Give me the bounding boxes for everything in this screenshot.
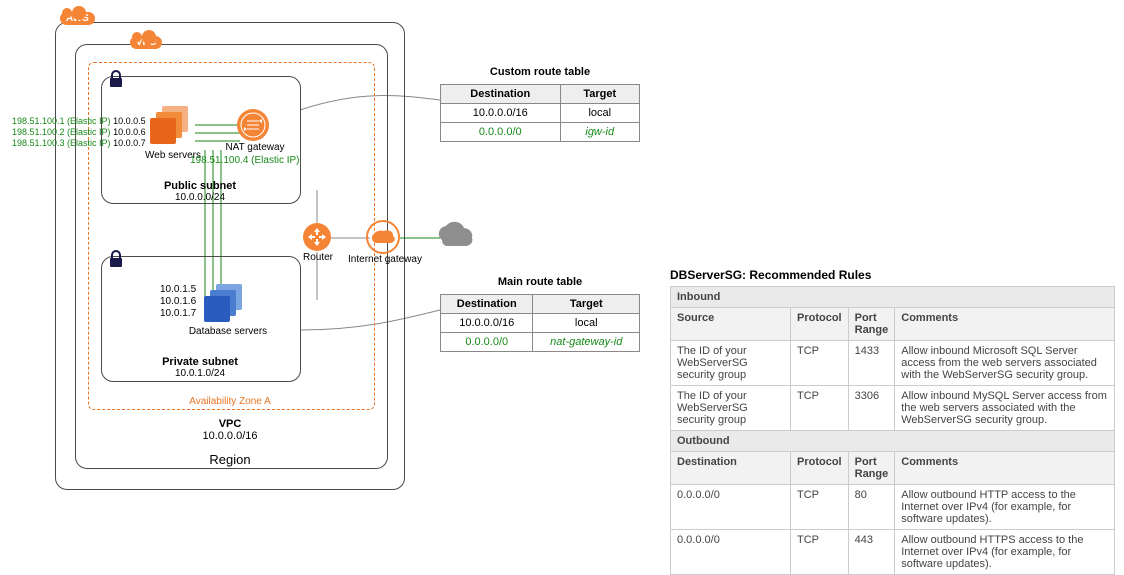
private-subnet-title: Private subnet [140,356,260,368]
vpc-badge: VPC [130,36,163,49]
aws-badge: AWS [60,12,95,25]
main-rt-h0: Destination [441,295,533,314]
eip-2: 198.51.100.3 (Elastic IP) [12,138,111,148]
sg-table: Inbound Source Protocol Port Range Comme… [670,286,1115,575]
sg-out-0-comment: Allow outbound HTTP access to the Intern… [895,485,1115,530]
eip-list: 198.51.100.1 (Elastic IP) 10.0.0.5 198.5… [12,116,146,149]
main-rt-r0-t: local [533,314,640,333]
custom-rt-r1-d: 0.0.0.0/0 [441,123,561,142]
sg-in-1-src: The ID of your WebServerSG security grou… [671,386,791,431]
sg-in-1-comment: Allow inbound MySQL Server access from t… [895,386,1115,431]
db-ip-0: 10.0.1.5 [160,284,196,296]
public-subnet-cidr: 10.0.0.0/24 [140,192,260,203]
internet-gateway-label: Internet gateway [346,254,424,265]
nat-eip: 198.51.100.4 (Elastic IP) [190,155,310,166]
ip-2: 10.0.0.7 [113,138,146,148]
db-ip-list: 10.0.1.5 10.0.1.6 10.0.1.7 [160,284,196,320]
main-rt-title: Main route table [440,276,640,288]
sg-out-h0: Destination [671,452,791,485]
custom-rt-h1: Target [560,85,640,104]
custom-rt-r0-d: 10.0.0.0/16 [441,104,561,123]
sg-out-1-port: 443 [848,530,895,575]
sg-out-0-port: 80 [848,485,895,530]
sg-out-1-comment: Allow outbound HTTPS access to the Inter… [895,530,1115,575]
sg-out-h2: Port Range [848,452,895,485]
sg-out-h1: Protocol [791,452,849,485]
router-label: Router [296,252,340,263]
main-rt-table: DestinationTarget 10.0.0.0/16local 0.0.0… [440,294,640,352]
eip-1: 198.51.100.2 (Elastic IP) [12,127,111,137]
sg-in-1-port: 3306 [848,386,895,431]
public-subnet-title: Public subnet [140,180,260,192]
main-rt-r1-t: nat-gateway-id [533,333,640,352]
database-servers-icon [202,282,246,326]
sg-in-0-src: The ID of your WebServerSG security grou… [671,341,791,386]
lock-icon [108,70,124,88]
internet-gateway-icon [366,220,400,254]
sg-outbound-label: Outbound [671,431,1115,452]
custom-rt-h0: Destination [441,85,561,104]
sg-title: DBServerSG: Recommended Rules [670,268,1115,282]
sg-out-1-proto: TCP [791,530,849,575]
sg-out-0-dst: 0.0.0.0/0 [671,485,791,530]
db-ip-2: 10.0.1.7 [160,308,196,320]
private-subnet-cidr: 10.0.1.0/24 [140,368,260,379]
custom-rt-title: Custom route table [440,66,640,78]
database-servers-label: Database servers [188,326,268,337]
sg-out-h3: Comments [895,452,1115,485]
sg-in-0-port: 1433 [848,341,895,386]
main-rt-h1: Target [533,295,640,314]
sg-inbound-label: Inbound [671,287,1115,308]
nat-gateway-icon [236,108,270,142]
az-label: Availability Zone A [130,396,330,407]
db-ip-1: 10.0.1.6 [160,296,196,308]
sg-in-h0: Source [671,308,791,341]
sg-out-0-proto: TCP [791,485,849,530]
sg-in-0-comment: Allow inbound Microsoft SQL Server acces… [895,341,1115,386]
custom-rt-r0-t: local [560,104,640,123]
sg-container: DBServerSG: Recommended Rules Inbound So… [670,268,1115,575]
lock-icon-2 [108,250,124,268]
sg-in-h2: Port Range [848,308,895,341]
sg-out-1-dst: 0.0.0.0/0 [671,530,791,575]
custom-rt-r1-t: igw-id [560,123,640,142]
sg-in-1-proto: TCP [791,386,849,431]
internet-cloud-icon [432,218,482,254]
nat-gateway-label: NAT gateway [220,142,290,153]
main-rt-r0-d: 10.0.0.0/16 [441,314,533,333]
router-icon [302,222,332,252]
sg-in-0-proto: TCP [791,341,849,386]
ip-1: 10.0.0.6 [113,127,146,137]
vpc-cidr: 10.0.0.0/16 [140,430,320,442]
sg-in-h3: Comments [895,308,1115,341]
eip-0: 198.51.100.1 (Elastic IP) [12,116,111,126]
vpc-label: VPC [140,418,320,430]
ip-0: 10.0.0.5 [113,116,146,126]
custom-rt-table: DestinationTarget 10.0.0.0/16local 0.0.0… [440,84,640,142]
sg-in-h1: Protocol [791,308,849,341]
main-rt-r1-d: 0.0.0.0/0 [441,333,533,352]
region-label: Region [140,452,320,467]
web-servers-icon [148,104,192,148]
